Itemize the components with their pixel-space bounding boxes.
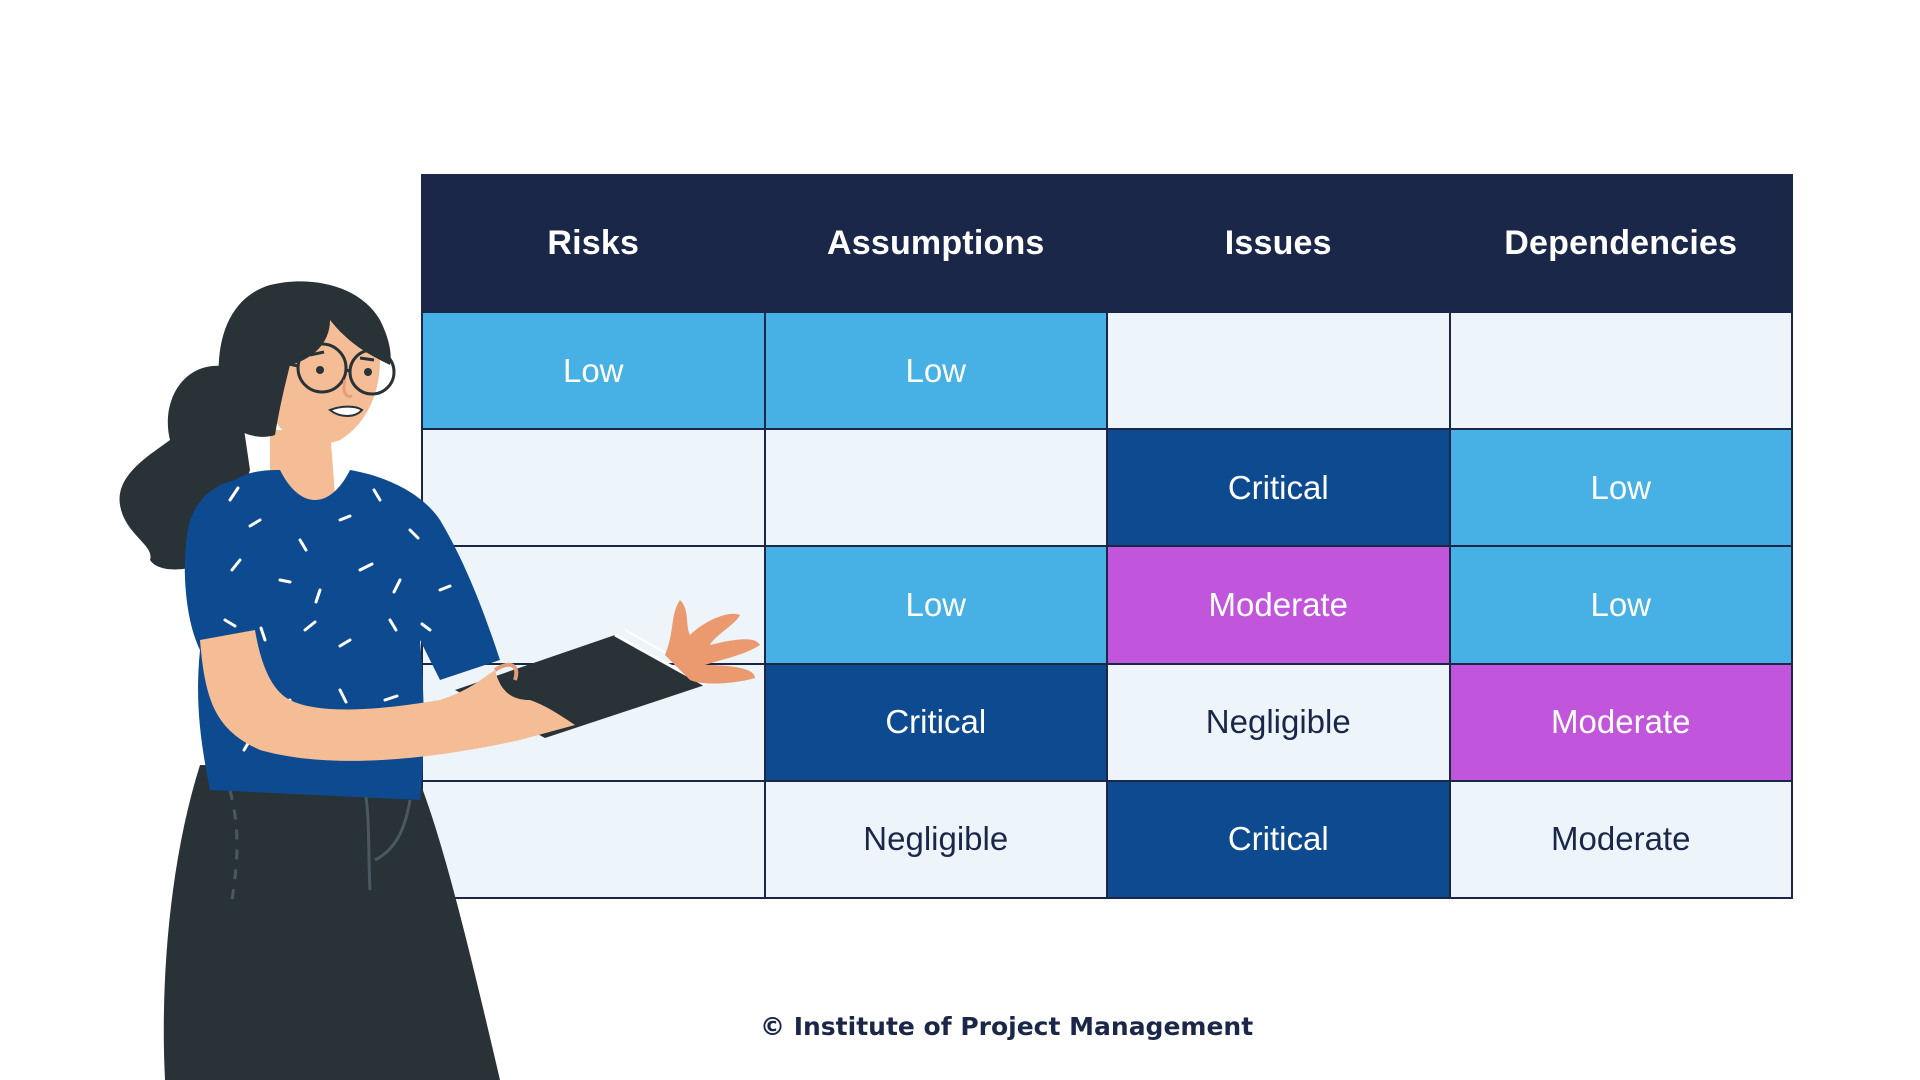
glasses-icon [269,342,396,396]
cell-r4-assumptions: Critical [765,664,1106,780]
cell-r4-issues: Negligible [1108,664,1449,780]
smile-shape [328,405,364,417]
cell-r5-dependencies: Moderate [1450,781,1791,897]
cell-r3-risks [423,547,764,663]
cell-r2-risks [423,430,764,546]
ponytail-shape [119,365,250,570]
cell-r1-risks: Low [423,313,764,429]
cell-r2-issues: Critical [1108,430,1449,546]
hair-shape [218,281,391,437]
header-dependencies: Dependencies [1450,176,1791,311]
cell-r2-assumptions [765,430,1106,546]
cell-r4-dependencies: Moderate [1450,664,1791,780]
cell-r2-dependencies: Low [1450,430,1791,546]
header-assumptions: Assumptions [765,176,1106,311]
cell-r5-risks [423,781,764,897]
cell-r3-issues: Moderate [1108,547,1449,663]
header-risks: Risks [423,176,764,311]
cell-r4-risks [423,664,764,780]
face-shape [266,291,380,444]
cell-r3-assumptions: Low [765,547,1106,663]
copyright-text: © Institute of Project Management [760,1012,1254,1041]
cell-r3-dependencies: Low [1450,547,1791,663]
cell-r1-issues [1108,313,1449,429]
cell-r1-dependencies [1450,313,1791,429]
cell-r1-assumptions: Low [765,313,1106,429]
header-issues: Issues [1108,176,1449,311]
neck-shape [270,430,335,507]
cell-r5-issues: Critical [1108,781,1449,897]
cell-r5-assumptions: Negligible [765,781,1106,897]
raid-matrix-table: Risks Assumptions Issues Dependencies Lo… [421,174,1793,899]
